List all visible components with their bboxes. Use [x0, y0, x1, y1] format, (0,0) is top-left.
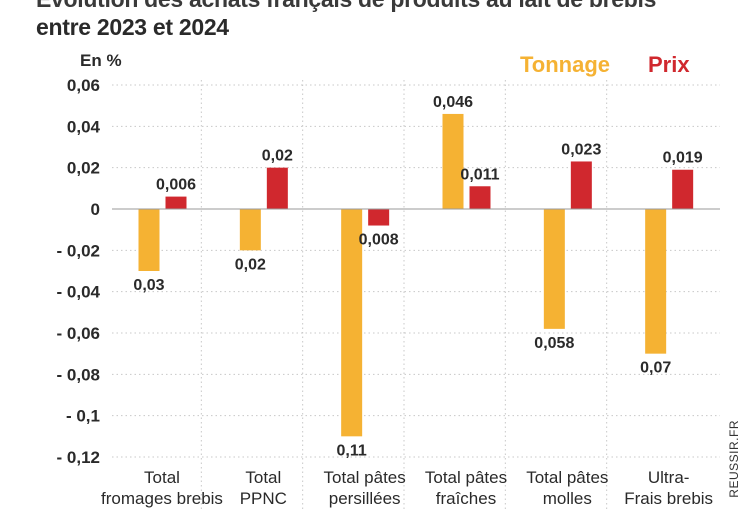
category-label: persillées: [329, 489, 401, 508]
y-tick-label: - 0,06: [57, 324, 100, 343]
bar-tonnage: [138, 209, 160, 271]
category-label: Total pâtes: [526, 468, 608, 487]
data-label-tonnage: 0,11: [337, 442, 367, 459]
legend-tonnage: Tonnage: [520, 52, 610, 77]
data-label-tonnage: 0,03: [133, 277, 164, 294]
bar-prix: [266, 167, 288, 209]
y-tick-label: - 0,08: [57, 365, 100, 384]
title-partial: Évolution des achats français de produit…: [36, 0, 656, 13]
source-credit: REUSSIR.FR: [727, 420, 741, 498]
category-label: Total pâtes: [425, 468, 507, 487]
data-label-prix: 0,008: [359, 232, 399, 249]
category-label: molles: [543, 489, 592, 508]
chart-title: entre 2023 et 2024: [36, 14, 229, 40]
y-tick-label: - 0,04: [57, 283, 101, 302]
y-tick-label: - 0,02: [57, 241, 100, 260]
bar-tonnage: [341, 209, 363, 437]
data-label-prix: 0,02: [262, 148, 293, 165]
data-label-prix: 0,019: [663, 150, 703, 167]
data-label-tonnage: 0,02: [235, 256, 266, 273]
y-axis-label: En %: [80, 51, 122, 70]
category-label: Total: [144, 468, 180, 487]
category-label: Ultra-: [648, 468, 690, 487]
data-label-tonnage: 0,07: [640, 360, 671, 377]
category-label: fraîches: [436, 489, 496, 508]
bar-prix: [165, 196, 187, 209]
category-label: fromages brebis: [101, 489, 223, 508]
data-label-prix: 0,006: [156, 177, 196, 194]
category-label: Total: [245, 468, 281, 487]
legend-prix: Prix: [648, 52, 690, 77]
bar-prix: [570, 161, 592, 209]
bar-prix: [672, 169, 694, 209]
bar-prix: [368, 209, 390, 226]
bar-tonnage: [543, 209, 565, 329]
category-label: Total pâtes: [324, 468, 406, 487]
bar-prix: [469, 186, 491, 209]
y-tick-label: 0,04: [67, 117, 101, 136]
data-label-prix: 0,023: [561, 141, 601, 158]
data-label-tonnage: 0,046: [433, 94, 473, 111]
bar-tonnage: [645, 209, 667, 354]
y-tick-label: 0,06: [67, 76, 100, 95]
bar-tonnage: [442, 113, 464, 209]
category-label: PPNC: [240, 489, 287, 508]
data-label-prix: 0,011: [460, 166, 499, 183]
y-tick-label: - 0,1: [66, 407, 100, 426]
bar-tonnage: [239, 209, 261, 251]
y-tick-label: - 0,12: [57, 448, 100, 467]
category-label: Frais brebis: [624, 489, 713, 508]
y-tick-label: 0: [91, 200, 100, 219]
y-tick-label: 0,02: [67, 159, 100, 178]
data-label-tonnage: 0,058: [534, 335, 574, 352]
